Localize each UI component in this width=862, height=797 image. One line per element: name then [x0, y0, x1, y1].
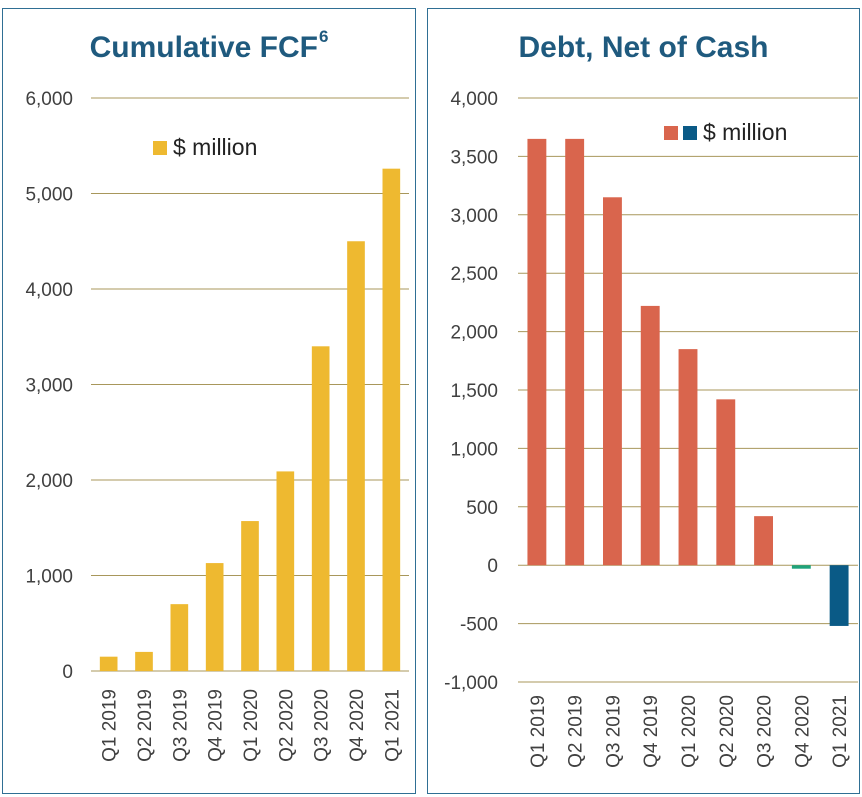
x-tick-label: Q2 2019	[135, 689, 156, 762]
x-tick-label: Q2 2019	[566, 695, 587, 768]
x-tick-label: Q4 2019	[641, 695, 662, 768]
y-tick-label: 2,500	[450, 264, 498, 285]
x-tick-label: Q4 2020	[792, 695, 813, 768]
bar	[99, 656, 118, 671]
legend-swatch	[153, 141, 167, 155]
debt-net-of-cash-title: Debt, Net of Cash	[518, 31, 769, 64]
legend-swatch	[683, 126, 697, 140]
cumulative-fcf-chart: 0 1,000 2,000 3,000 4,000 5,000 6,000 Q1 2019 Q2…	[25, 89, 409, 762]
x-tick-label: Q1 2020	[241, 689, 262, 762]
debt-net-of-cash-chart: -1,000 -500 0 500 1,000 1,500 2,000 2,500 3,000 3…	[444, 89, 858, 768]
x-tick-label: Q2 2020	[717, 695, 738, 768]
bar	[241, 521, 259, 671]
legend-label: $ million	[703, 119, 787, 145]
bar	[205, 563, 224, 671]
y-tick-label: 0	[487, 556, 498, 577]
bar	[565, 138, 585, 566]
cumulative-fcf-panel: Cumulative FCF6 0 1,000 2,000 3,000 4,000 5,0…	[2, 8, 416, 794]
cumulative-fcf-title: Cumulative FCF6	[89, 27, 329, 64]
y-tick-label: 4,000	[25, 280, 73, 301]
x-tick-label: Q2 2020	[276, 689, 297, 762]
x-tick-label: Q1 2020	[679, 695, 700, 768]
legend-label: $ million	[173, 134, 257, 160]
bar	[276, 471, 295, 671]
y-tick-label: 3,000	[450, 206, 498, 227]
debt-net-of-cash-panel: Debt, Net of Cash -1,000 -500 0 500 1,000 1,5…	[427, 8, 860, 794]
y-tick-label: 1,000	[450, 439, 498, 460]
bar	[829, 565, 849, 626]
x-tick-label: Q1 2021	[830, 695, 851, 768]
y-tick-label: 500	[466, 498, 498, 519]
x-tick-label: Q4 2020	[347, 689, 368, 762]
bar	[640, 305, 660, 566]
bar	[716, 399, 736, 566]
y-tick-label: 6,000	[25, 89, 73, 110]
bar	[678, 349, 698, 566]
y-tick-label: 2,000	[25, 471, 73, 492]
y-tick-label: 5,000	[25, 185, 73, 206]
bar	[347, 241, 365, 671]
x-tick-label: Q3 2020	[755, 695, 776, 768]
y-tick-label: -500	[460, 615, 498, 636]
y-tick-label: -1,000	[444, 673, 498, 694]
bar	[603, 197, 622, 566]
y-tick-label: 4,000	[450, 89, 498, 110]
x-tick-label: Q3 2020	[312, 689, 333, 762]
x-tick-label: Q1 2019	[528, 695, 549, 768]
x-tick-label: Q3 2019	[603, 695, 624, 768]
y-tick-label: 3,000	[25, 376, 73, 397]
bar	[527, 138, 547, 566]
x-tick-label: Q1 2019	[100, 689, 121, 762]
y-tick-label: 3,500	[450, 147, 498, 168]
bar	[754, 516, 773, 566]
legend-swatch	[664, 126, 678, 140]
y-tick-label: 0	[62, 662, 73, 683]
x-tick-label: Q4 2019	[206, 689, 227, 762]
y-tick-label: 1,500	[450, 381, 498, 402]
y-tick-label: 2,000	[450, 323, 498, 344]
bar	[135, 651, 153, 671]
x-tick-label: Q1 2021	[382, 689, 403, 762]
bar	[791, 565, 811, 569]
bar	[170, 604, 189, 671]
y-tick-label: 1,000	[25, 567, 73, 588]
x-tick-label: Q3 2019	[170, 689, 191, 762]
bar	[311, 346, 330, 671]
bar	[382, 168, 401, 672]
